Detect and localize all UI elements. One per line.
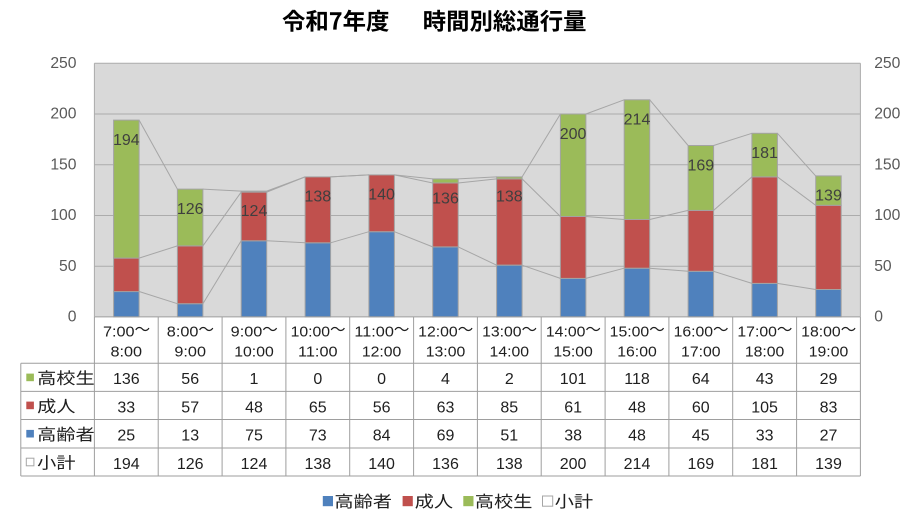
svg-text:48: 48 xyxy=(628,428,646,445)
svg-text:50: 50 xyxy=(59,258,77,275)
svg-text:200: 200 xyxy=(874,106,900,123)
svg-text:10:00: 10:00 xyxy=(291,324,331,340)
svg-text:15:00: 15:00 xyxy=(553,345,593,361)
svg-text:83: 83 xyxy=(820,399,838,416)
svg-text:11:00: 11:00 xyxy=(354,324,394,340)
svg-text:75: 75 xyxy=(245,428,263,445)
svg-text:57: 57 xyxy=(181,399,199,416)
svg-text:139: 139 xyxy=(815,456,842,473)
svg-text:33: 33 xyxy=(756,428,774,445)
svg-text:8:00: 8:00 xyxy=(111,345,143,361)
svg-text:84: 84 xyxy=(373,428,391,445)
svg-text:138: 138 xyxy=(496,189,523,206)
svg-text:181: 181 xyxy=(751,145,778,162)
svg-text:138: 138 xyxy=(496,456,523,473)
svg-text:51: 51 xyxy=(500,428,518,445)
svg-text:33: 33 xyxy=(117,399,135,416)
svg-text:29: 29 xyxy=(820,371,838,388)
svg-text:13: 13 xyxy=(181,428,199,445)
svg-text:16:00: 16:00 xyxy=(617,345,657,361)
svg-text:17:00: 17:00 xyxy=(681,345,721,361)
svg-text:169: 169 xyxy=(687,157,714,174)
svg-text:136: 136 xyxy=(432,191,459,208)
svg-text:0: 0 xyxy=(377,371,386,388)
svg-text:15:00: 15:00 xyxy=(610,324,650,340)
svg-text:4: 4 xyxy=(441,371,450,388)
svg-text:7:00: 7:00 xyxy=(103,324,135,340)
svg-text:105: 105 xyxy=(751,399,778,416)
svg-text:200: 200 xyxy=(560,456,587,473)
svg-text:100: 100 xyxy=(874,207,900,224)
svg-text:2: 2 xyxy=(505,371,514,388)
svg-text:250: 250 xyxy=(50,55,76,72)
svg-text:11:00: 11:00 xyxy=(298,345,338,361)
svg-text:14:00: 14:00 xyxy=(546,324,586,340)
svg-text:19:00: 19:00 xyxy=(809,345,849,361)
svg-text:8:00: 8:00 xyxy=(167,324,199,340)
svg-text:150: 150 xyxy=(50,156,76,173)
svg-text:0: 0 xyxy=(874,309,883,326)
svg-text:124: 124 xyxy=(241,203,268,220)
svg-text:64: 64 xyxy=(692,371,710,388)
svg-text:250: 250 xyxy=(874,55,900,72)
svg-text:139: 139 xyxy=(815,188,842,205)
svg-text:9:00: 9:00 xyxy=(174,345,206,361)
svg-text:12:00: 12:00 xyxy=(418,324,458,340)
svg-text:18:00: 18:00 xyxy=(745,345,785,361)
svg-text:194: 194 xyxy=(113,456,140,473)
svg-text:126: 126 xyxy=(177,201,204,218)
svg-text:138: 138 xyxy=(304,189,331,206)
svg-text:200: 200 xyxy=(50,106,76,123)
svg-text:0: 0 xyxy=(68,309,77,326)
svg-text:126: 126 xyxy=(177,456,204,473)
svg-text:136: 136 xyxy=(113,371,140,388)
svg-text:48: 48 xyxy=(245,399,263,416)
svg-text:56: 56 xyxy=(181,371,199,388)
svg-text:85: 85 xyxy=(500,399,518,416)
svg-text:100: 100 xyxy=(50,207,76,224)
svg-text:136: 136 xyxy=(432,456,459,473)
svg-text:69: 69 xyxy=(437,428,455,445)
svg-text:124: 124 xyxy=(241,456,268,473)
svg-text:1: 1 xyxy=(250,371,259,388)
svg-text:25: 25 xyxy=(117,428,135,445)
svg-text:16:00: 16:00 xyxy=(674,324,714,340)
svg-text:150: 150 xyxy=(874,156,900,173)
svg-text:65: 65 xyxy=(309,399,327,416)
svg-text:181: 181 xyxy=(751,456,778,473)
svg-text:27: 27 xyxy=(820,428,838,445)
svg-text:43: 43 xyxy=(756,371,774,388)
svg-text:194: 194 xyxy=(113,132,140,149)
svg-text:61: 61 xyxy=(564,399,582,416)
svg-text:200: 200 xyxy=(560,126,587,143)
svg-text:13:00: 13:00 xyxy=(426,345,466,361)
svg-text:214: 214 xyxy=(624,112,651,129)
svg-text:56: 56 xyxy=(373,399,391,416)
svg-text:140: 140 xyxy=(368,456,395,473)
svg-text:18:00: 18:00 xyxy=(801,324,841,340)
svg-text:9:00: 9:00 xyxy=(231,324,263,340)
svg-text:169: 169 xyxy=(687,456,714,473)
svg-text:101: 101 xyxy=(560,371,587,388)
svg-text:118: 118 xyxy=(624,371,650,388)
svg-text:73: 73 xyxy=(309,428,327,445)
svg-text:60: 60 xyxy=(692,399,710,416)
svg-text:140: 140 xyxy=(368,187,395,204)
svg-text:13:00: 13:00 xyxy=(482,324,522,340)
svg-text:10:00: 10:00 xyxy=(234,345,274,361)
svg-text:138: 138 xyxy=(304,456,331,473)
svg-text:214: 214 xyxy=(624,456,651,473)
svg-text:45: 45 xyxy=(692,428,710,445)
svg-text:38: 38 xyxy=(564,428,582,445)
svg-text:63: 63 xyxy=(437,399,455,416)
svg-text:50: 50 xyxy=(874,258,892,275)
svg-text:12:00: 12:00 xyxy=(362,345,402,361)
svg-text:14:00: 14:00 xyxy=(490,345,530,361)
svg-text:48: 48 xyxy=(628,399,646,416)
svg-text:17:00: 17:00 xyxy=(737,324,777,340)
svg-text:0: 0 xyxy=(313,371,322,388)
